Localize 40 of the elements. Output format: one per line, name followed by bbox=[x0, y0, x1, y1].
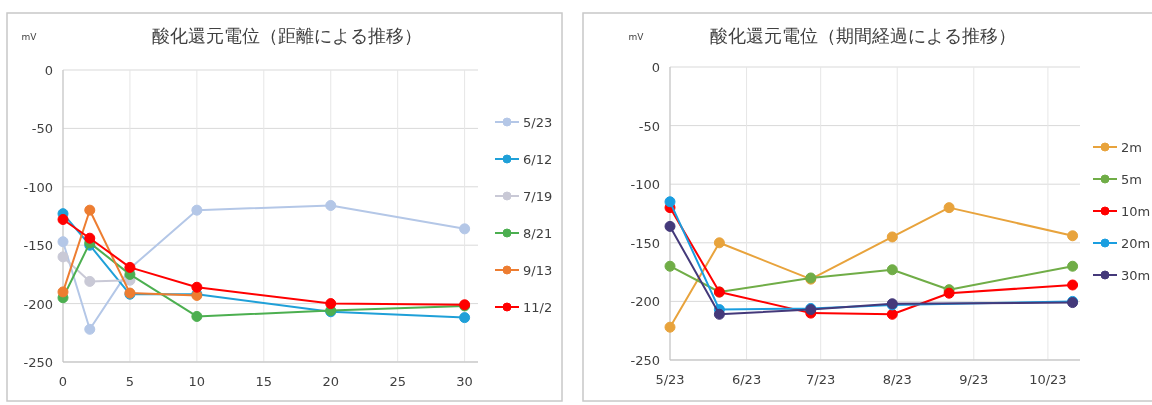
y-axis-title: mV bbox=[21, 32, 38, 42]
x-tick-label: 10/23 bbox=[1029, 372, 1067, 387]
legend-label: 7/19 bbox=[523, 189, 553, 204]
y-tick-label: -100 bbox=[23, 179, 53, 195]
x-tick-label: 8/23 bbox=[882, 372, 912, 387]
y-tick-label: -200 bbox=[23, 296, 53, 312]
x-tick-label: 30 bbox=[456, 374, 473, 389]
legend-label: 11/2 bbox=[523, 300, 553, 315]
x-tick-label: 10 bbox=[188, 374, 206, 389]
y-tick-label: -250 bbox=[630, 353, 660, 368]
legend-label: 10m bbox=[1121, 204, 1151, 219]
y-tick-label: -150 bbox=[630, 235, 660, 251]
y-tick-label: 0 bbox=[44, 63, 53, 78]
y-tick-label: -250 bbox=[23, 355, 53, 370]
chart-title: 酸化還元電位（距離による推移） bbox=[152, 25, 422, 46]
x-tick-label: 25 bbox=[389, 374, 406, 389]
x-tick-label: 0 bbox=[58, 374, 68, 389]
y-tick-label: -150 bbox=[23, 238, 53, 254]
x-tick-label: 7/23 bbox=[806, 372, 836, 387]
x-tick-label: 5 bbox=[125, 374, 135, 389]
legend-label: 8/21 bbox=[523, 226, 553, 241]
legend-label: 5m bbox=[1121, 172, 1142, 187]
legend-label: 5/23 bbox=[523, 115, 553, 130]
legend-label: 2m bbox=[1121, 140, 1142, 155]
y-tick-label: -50 bbox=[638, 118, 660, 134]
y-tick-label: -50 bbox=[31, 121, 53, 137]
x-tick-label: 15 bbox=[255, 374, 273, 389]
chart-title: 酸化還元電位（期間経過による推移） bbox=[710, 25, 1016, 46]
y-tick-label: -200 bbox=[630, 294, 660, 310]
legend-label: 9/13 bbox=[523, 263, 553, 278]
x-tick-label: 5/23 bbox=[655, 372, 685, 387]
y-tick-label: -100 bbox=[630, 177, 660, 193]
x-tick-label: 6/23 bbox=[731, 372, 762, 387]
y-tick-label: 0 bbox=[651, 60, 660, 75]
legend-label: 6/12 bbox=[523, 152, 553, 167]
legend-label: 30m bbox=[1121, 268, 1151, 283]
y-axis-title: mV bbox=[628, 32, 645, 42]
x-tick-label: 9/23 bbox=[959, 372, 989, 387]
x-tick-label: 20 bbox=[322, 374, 340, 389]
legend-label: 20m bbox=[1121, 236, 1151, 251]
